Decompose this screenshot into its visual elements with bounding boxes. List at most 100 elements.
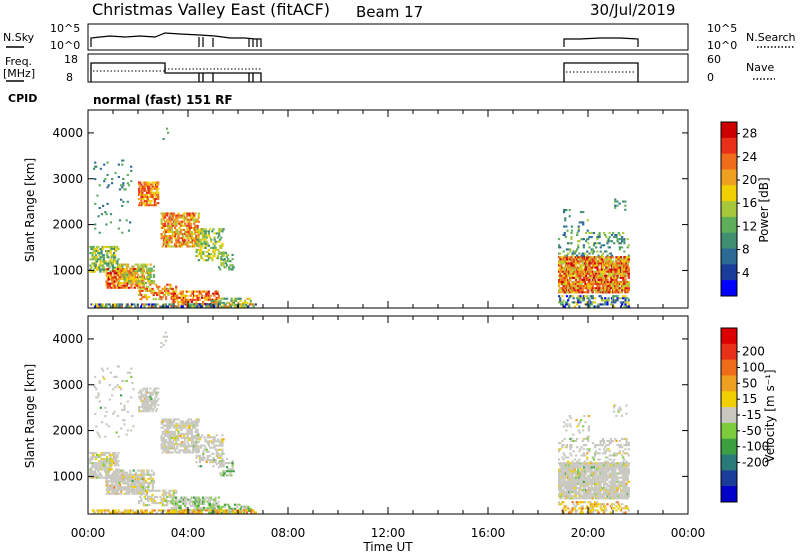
echo-cell (216, 292, 219, 295)
echo-cell (145, 391, 149, 394)
echo-cell (118, 188, 122, 191)
echo-cell (194, 445, 197, 448)
echo-cell (142, 399, 145, 402)
echo-cell (148, 277, 151, 281)
echo-cell (184, 422, 187, 425)
freq-trace (90, 62, 639, 82)
echo-cell (589, 295, 592, 298)
echo-cell (619, 283, 623, 286)
echo-cell (105, 464, 108, 467)
echo-cell (580, 280, 583, 284)
echo-cell (194, 426, 197, 429)
echo-cell (98, 466, 101, 469)
echo-cell (197, 248, 200, 251)
echo-cell (579, 287, 582, 290)
echo-cell (567, 268, 570, 271)
echo-cell (91, 453, 94, 457)
echo-cell (106, 252, 109, 255)
echo-cell (220, 474, 223, 477)
echo-cell (599, 295, 602, 298)
echo-cell (178, 292, 181, 295)
echo-cell (149, 391, 152, 394)
echo-cell (188, 303, 191, 306)
echo-cell (235, 297, 238, 300)
echo-cell (165, 231, 168, 234)
echo-cell (187, 218, 190, 221)
echo-cell (179, 511, 182, 514)
echo-cell (93, 456, 96, 459)
echo-cell (573, 493, 576, 496)
echo-cell (140, 294, 143, 297)
echo-cell (209, 236, 212, 239)
echo-cell (170, 500, 173, 503)
echo-cell (152, 275, 156, 278)
echo-cell (615, 280, 618, 284)
echo-cell (152, 191, 155, 194)
echo-cell (224, 303, 227, 306)
echo-cell (576, 491, 579, 494)
echo-cell (194, 220, 197, 223)
echo-cell (618, 248, 621, 251)
colorbar-cell (721, 248, 737, 265)
echo-cell (571, 285, 574, 288)
echo-cell (131, 277, 134, 281)
echo-cell (125, 267, 129, 270)
echo-cell (108, 486, 112, 489)
echo-cell (152, 509, 155, 512)
echo-cell (178, 214, 181, 217)
echo-cell (101, 266, 104, 269)
echo-cell (150, 406, 153, 409)
echo-cell (124, 492, 127, 495)
echo-cell (113, 280, 116, 283)
echo-cell (141, 283, 144, 286)
echo-cell (105, 480, 108, 483)
echo-cell (571, 280, 574, 284)
echo-cell (194, 502, 197, 505)
echo-cell (564, 484, 567, 487)
echo-cell (225, 470, 229, 473)
echo-cell (105, 451, 108, 454)
echo-cell (236, 505, 239, 508)
echo-cell (172, 437, 176, 440)
echo-cell (126, 303, 129, 306)
echo-cell (570, 491, 573, 494)
echo-cell (582, 244, 585, 247)
echo-cell (616, 262, 619, 265)
echo-cell (609, 256, 612, 259)
echo-cell (174, 222, 177, 225)
echo-cell (107, 509, 110, 512)
echo-cell (617, 272, 620, 275)
echo-cell (560, 264, 563, 267)
echo-cell (113, 478, 116, 481)
echo-cell (579, 301, 582, 304)
echo-cell (585, 276, 588, 279)
echo-cell (578, 299, 581, 302)
echo-cell (160, 212, 163, 215)
echo-cell (160, 509, 163, 512)
echo-cell (607, 272, 610, 275)
echo-cell (177, 424, 180, 427)
echo-cell (165, 335, 169, 338)
echo-cell (169, 451, 172, 454)
echo-cell (184, 504, 187, 507)
echo-cell (124, 275, 127, 278)
echo-cell (609, 262, 612, 265)
echo-cell (115, 460, 118, 463)
echo-cell (89, 268, 92, 271)
echo-cell (219, 456, 222, 459)
echo-cell (585, 291, 588, 294)
echo-cell (213, 244, 216, 247)
echo-cell (114, 464, 117, 467)
echo-cell (559, 484, 562, 487)
echo-cell (137, 267, 140, 270)
echo-cell (134, 473, 138, 476)
echo-cell (573, 478, 576, 481)
echo-cell (174, 434, 177, 437)
echo-cell (198, 290, 201, 293)
echo-cell (172, 496, 175, 499)
echo-cell (626, 262, 629, 265)
echo-cell (101, 254, 104, 257)
echo-cell (243, 509, 246, 512)
echo-cell (595, 258, 598, 261)
echo-cell (196, 422, 199, 425)
